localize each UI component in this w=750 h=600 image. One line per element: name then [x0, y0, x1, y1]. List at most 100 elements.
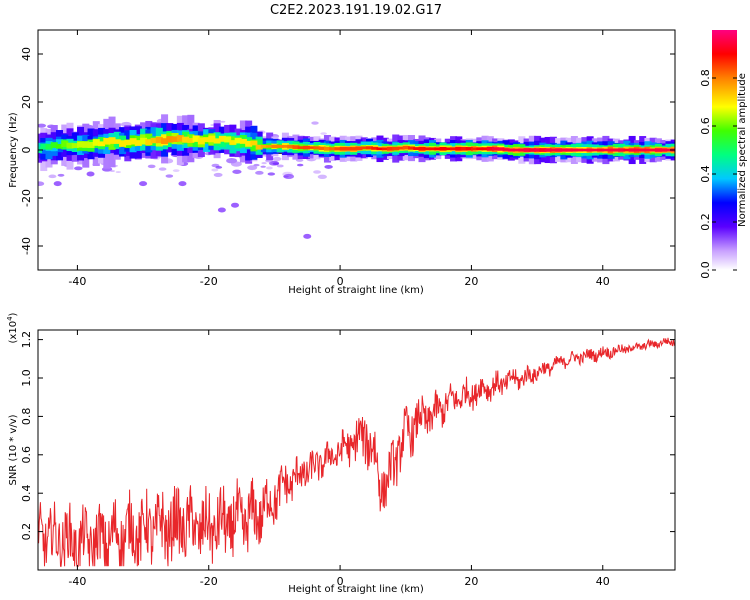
spectrogram-patch	[231, 202, 240, 208]
x-tick-label: -20	[200, 575, 218, 588]
y-tick-label: 0.2	[20, 523, 33, 541]
spectrogram-cell	[444, 147, 452, 151]
spectrogram-cell	[644, 148, 652, 152]
spectrogram-patch	[272, 162, 280, 166]
spectrogram-cell	[166, 136, 174, 143]
colorbar-tick-label: 0.2	[699, 213, 712, 231]
spectrogram-patch	[213, 172, 223, 177]
spectrogram-cell	[344, 147, 352, 151]
spectrogram-patch	[283, 173, 295, 180]
spectrogram-cell	[161, 138, 169, 144]
spectrogram-cell	[502, 148, 510, 151]
spectrogram-cell	[171, 136, 179, 142]
spectrogram-cell	[555, 148, 563, 152]
colorbar-label: Normalized spectral amplitude	[737, 73, 748, 227]
spectrogram-cell	[292, 145, 300, 149]
snr-y-ticks: 0.2 0.4 0.6 0.8 1.0 1.2	[20, 331, 675, 540]
spectrogram-cell	[465, 147, 473, 151]
spectrogram-cell	[145, 139, 153, 146]
spectrogram-cell	[408, 146, 416, 150]
snr-marks	[38, 337, 675, 567]
colorbar-tick-label: 0.8	[699, 69, 712, 87]
spectrogram-cell	[208, 135, 216, 143]
spectrogram-cell	[570, 148, 578, 152]
spectrogram-cell	[103, 137, 111, 145]
spectrogram-cell	[140, 137, 148, 145]
spectrogram-cell	[229, 140, 237, 145]
spectrogram-patch	[211, 168, 219, 172]
spectrogram-cell	[176, 135, 184, 142]
spectrogram-cell	[507, 148, 515, 152]
spectrogram-patch	[178, 181, 187, 187]
spectrogram-cell	[528, 148, 536, 152]
spectrogram-cell	[492, 147, 500, 151]
spectrogram-cell	[224, 136, 232, 143]
spectrogram-cell	[239, 138, 247, 144]
spectrogram-cell	[192, 137, 200, 148]
spectrogram-cell	[350, 147, 358, 151]
spectrogram-cell	[360, 146, 368, 150]
spectrogram-patch	[139, 181, 148, 187]
spectrogram-cell	[56, 143, 64, 149]
spectrogram-cell	[534, 148, 542, 152]
spectrogram-cell	[486, 146, 494, 151]
x-tick-label: 40	[596, 275, 610, 288]
spectrogram-cell	[376, 147, 384, 151]
spectrogram-cell	[602, 148, 610, 152]
spectrogram-cell	[323, 146, 331, 151]
spectrogram-cell	[544, 148, 552, 152]
spectrogram-cell	[633, 148, 641, 152]
spectrogram-cell	[607, 148, 615, 152]
spectrogram-cell	[612, 148, 620, 152]
spectrogram-cell	[476, 147, 484, 151]
spectrogram-cell	[297, 146, 305, 149]
spectrogram-patch	[38, 181, 45, 187]
spectrogram-cell	[192, 135, 200, 142]
spectrogram-patch	[115, 171, 121, 173]
spectrogram-cell	[623, 148, 631, 152]
spectrogram-cell	[581, 148, 589, 152]
spectrogram-cell	[628, 148, 636, 152]
spectrogram-cell	[255, 144, 263, 150]
spectrogram-cell	[250, 140, 258, 146]
spectrogram-cell	[381, 147, 389, 151]
spectrogram-patch	[147, 164, 156, 169]
spectrogram-cell	[119, 140, 127, 147]
spectrogram-cell	[460, 147, 468, 151]
snr-frame	[37, 329, 676, 571]
spectrogram-cell	[576, 148, 584, 152]
spectrogram-cell	[329, 147, 337, 151]
colorbar-gradient	[712, 30, 737, 270]
spectrogram-cell	[71, 143, 79, 149]
spectrogram-cell	[271, 144, 279, 149]
spectrogram-patch	[247, 165, 258, 171]
spectrogram-cell	[455, 146, 463, 151]
spectrogram-panel: -40 -20 0 20 40 -40 -20 0 20 40 Height of straig…	[8, 29, 676, 296]
spectrogram-cell	[108, 137, 116, 144]
spectrogram-patch	[220, 120, 226, 123]
spectrogram-x-ticks: -40 -20 0 20 40	[68, 30, 610, 288]
spectrogram-cell	[371, 146, 379, 150]
y-tick-label: -40	[20, 237, 33, 255]
spectrogram-cell	[497, 147, 505, 151]
spectrogram-patch	[217, 207, 226, 213]
colorbar-tick-label: 0.4	[699, 165, 712, 183]
spectrogram-cell	[523, 148, 531, 152]
spectrogram-cell	[591, 148, 599, 152]
spectrogram-cell	[560, 148, 568, 152]
spectrogram-patch	[272, 156, 282, 161]
spectrogram-patch	[317, 174, 327, 179]
spectrogram-cell	[413, 147, 421, 150]
spectrogram-cell	[281, 145, 289, 148]
spectrogram-y-axis-label: Frequency (Hz)	[8, 112, 19, 188]
spectrogram-cell	[439, 147, 447, 151]
spectrogram-patch	[57, 173, 65, 177]
spectrogram-patch	[232, 169, 242, 174]
spectrogram-patch	[311, 121, 319, 125]
spectrogram-cell	[40, 143, 48, 150]
spectrogram-cell	[87, 141, 95, 148]
x-tick-label: 0	[337, 575, 344, 588]
spectrogram-cell	[649, 148, 657, 152]
snr-y-multiplier: (x104)	[6, 312, 19, 343]
